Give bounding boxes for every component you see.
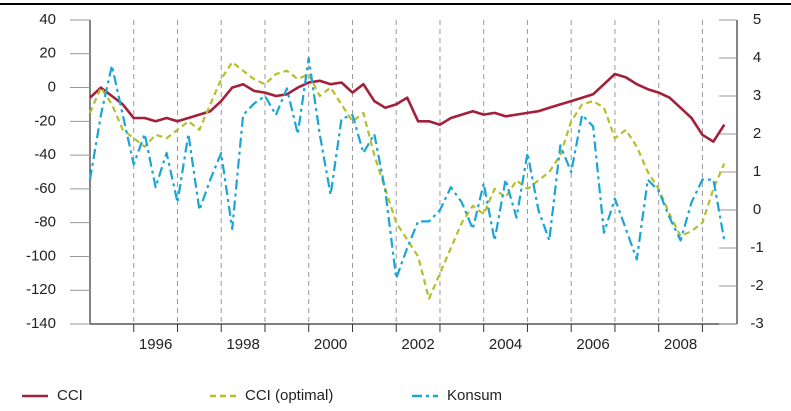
series-line <box>89 72 726 143</box>
y2-tick-label: 4 <box>753 49 761 66</box>
y-tick-label: -60 <box>34 180 56 197</box>
y2-tick-label: -2 <box>750 277 763 294</box>
series-line <box>88 56 726 280</box>
y-tick-label: -120 <box>26 281 56 298</box>
legend-label: Konsum <box>447 387 502 404</box>
y2-tick-label: 3 <box>753 87 761 104</box>
y-tick-label: -20 <box>34 112 56 129</box>
y2-tick-label: -3 <box>750 315 763 332</box>
x-tick-label: 1996 <box>139 336 172 353</box>
y-tick-label: -80 <box>34 214 56 231</box>
y-tick-label: 40 <box>39 11 56 28</box>
y-tick-label: -40 <box>34 146 56 163</box>
x-tick-label: 2000 <box>314 336 347 353</box>
y-tick-label: -140 <box>26 315 56 332</box>
y2-tick-label: 2 <box>753 125 761 142</box>
x-tick-label: 2008 <box>664 336 697 353</box>
y2-tick-label: 5 <box>753 11 761 28</box>
y2-tick-label: 1 <box>753 163 761 180</box>
y-tick-label: 0 <box>48 79 56 96</box>
x-tick-label: 2004 <box>489 336 522 353</box>
x-tick-label: 2006 <box>576 336 609 353</box>
x-tick-label: 2002 <box>401 336 434 353</box>
legend-label: CCI <box>57 387 83 404</box>
y2-tick-label: -1 <box>750 239 763 256</box>
y-tick-label: -100 <box>26 247 56 264</box>
x-tick-label: 1998 <box>226 336 259 353</box>
y2-tick-label: 0 <box>753 201 761 218</box>
y-tick-label: 20 <box>39 45 56 62</box>
legend-label: CCI (optimal) <box>245 387 333 404</box>
